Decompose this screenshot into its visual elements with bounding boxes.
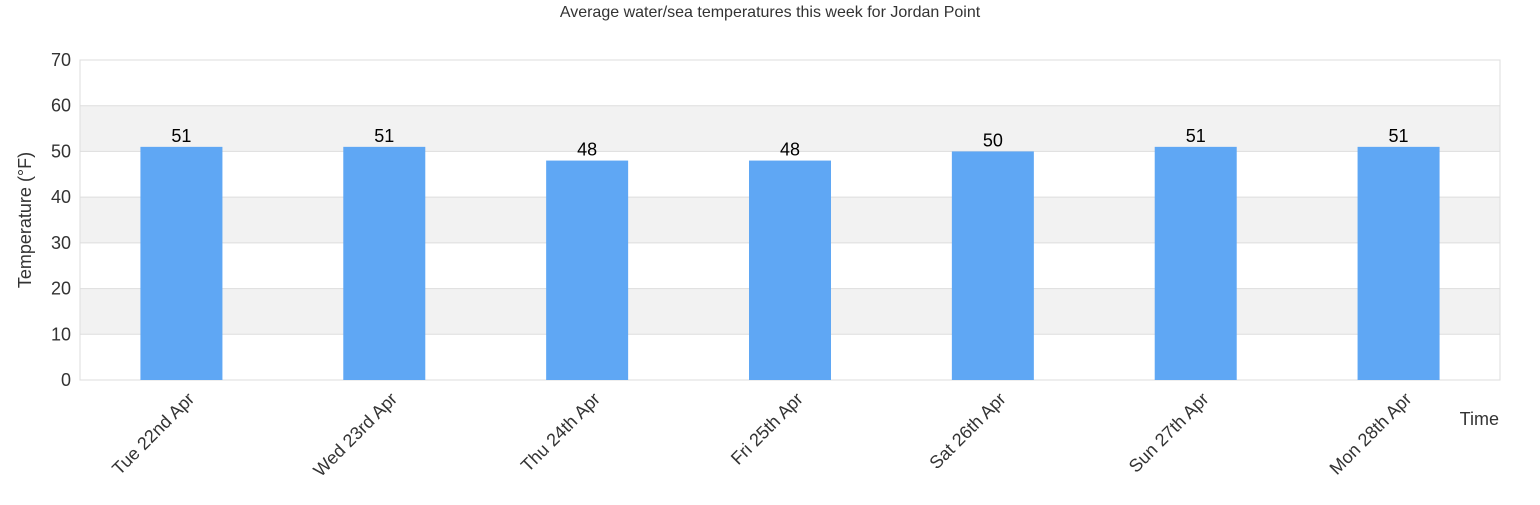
- chart-title: Average water/sea temperatures this week…: [560, 4, 981, 21]
- y-tick-label: 10: [51, 324, 71, 344]
- x-tick-label: Fri 25th Apr: [727, 389, 807, 469]
- x-tick-label: Wed 23rd Apr: [309, 389, 401, 481]
- data-label: 48: [780, 140, 800, 160]
- bar: [546, 160, 629, 380]
- x-axis-ticks: Tue 22nd Apr Wed 23rd Apr Thu 24th Apr Fri …: [108, 389, 1415, 481]
- bar: [140, 146, 223, 380]
- y-tick-label: 50: [51, 141, 71, 161]
- y-tick-label: 40: [51, 187, 71, 207]
- data-label: 48: [577, 140, 597, 160]
- x-axis-title: Time: [1460, 409, 1499, 429]
- data-label: 51: [171, 126, 191, 146]
- bar: [749, 160, 831, 380]
- data-label: 50: [983, 130, 1003, 150]
- bar: [1154, 146, 1237, 380]
- x-tick-label: Thu 24th Apr: [517, 389, 604, 476]
- x-tick-label: Sat 26th Apr: [925, 389, 1009, 473]
- x-tick-label: Mon 28th Apr: [1326, 389, 1416, 479]
- data-labels: 51 51 48 48 50 51 51: [171, 126, 1408, 160]
- grid-band: [80, 105, 1500, 152]
- y-tick-label: 60: [51, 96, 71, 116]
- y-tick-label: 30: [51, 233, 71, 253]
- data-label: 51: [1389, 126, 1409, 146]
- bar: [1357, 146, 1440, 380]
- bars: [140, 146, 1440, 380]
- x-tick-label: Sun 27th Apr: [1125, 389, 1213, 477]
- bar: [343, 146, 426, 380]
- data-label: 51: [1186, 126, 1206, 146]
- y-axis-title: Temperature (°F): [15, 152, 35, 288]
- x-tick-label: Tue 22nd Apr: [108, 389, 198, 479]
- y-axis-ticks: 0 10 20 30 40 50 60 70: [51, 50, 71, 390]
- bar: [951, 151, 1034, 380]
- y-tick-label: 20: [51, 279, 71, 299]
- data-label: 51: [374, 126, 394, 146]
- y-tick-label: 70: [51, 50, 71, 70]
- y-tick-label: 0: [61, 370, 71, 390]
